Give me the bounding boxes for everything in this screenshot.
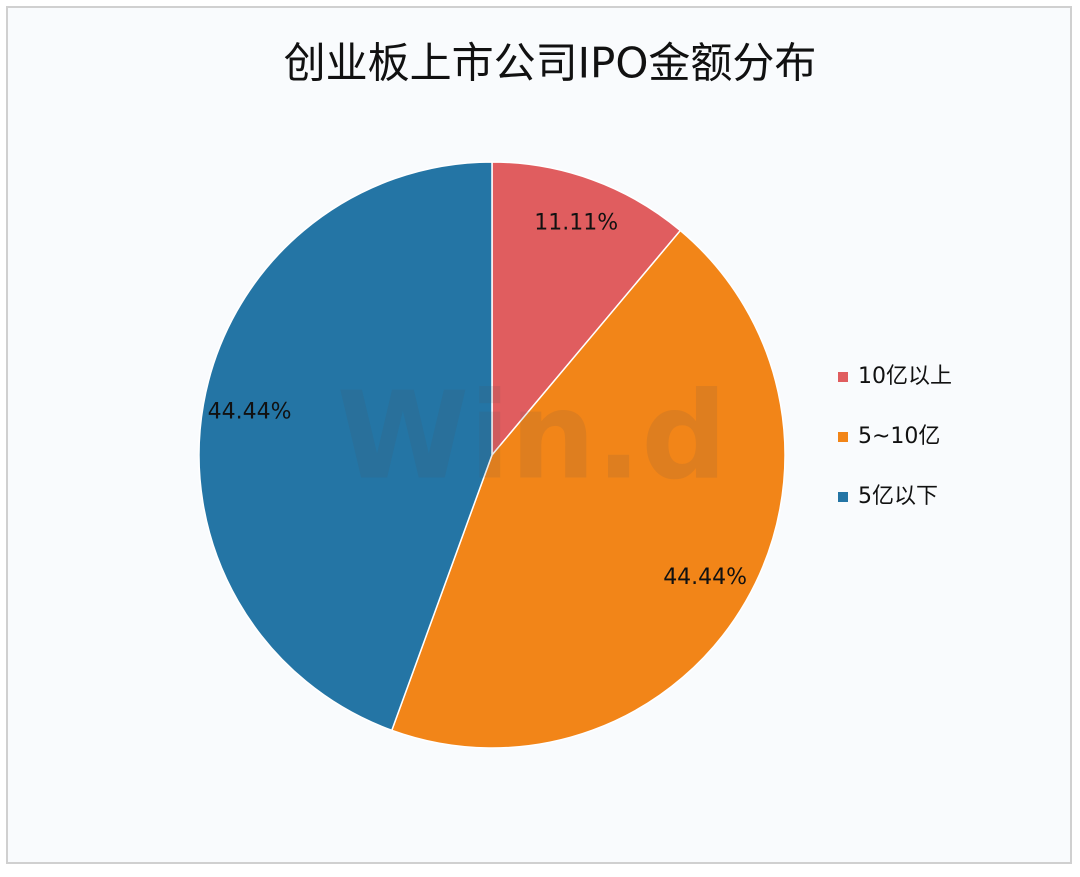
chart-title: 创业板上市公司IPO金额分布 (284, 39, 817, 88)
watermark: Win.d (337, 368, 727, 507)
data-label: 11.11% (534, 211, 618, 236)
legend-label: 10亿以上 (858, 364, 952, 389)
pie-slice (491, 161, 682, 458)
data-label: 44.44% (208, 399, 292, 424)
legend-marker (838, 492, 848, 502)
pie-slice (390, 229, 786, 749)
data-label: 44.44% (663, 565, 747, 590)
legend-label: 5~10亿 (858, 424, 940, 449)
legend-marker (838, 372, 848, 382)
pie-slice (198, 161, 493, 732)
legend-marker (838, 432, 848, 442)
legend-label: 5亿以下 (858, 484, 938, 509)
legend: 10亿以上 5~10亿 5亿以下 (838, 364, 952, 509)
pie (198, 161, 786, 749)
